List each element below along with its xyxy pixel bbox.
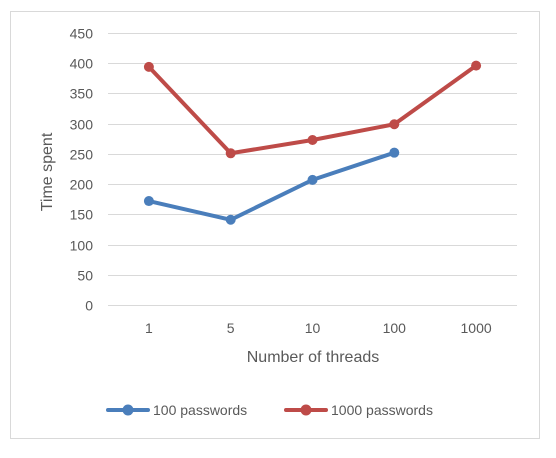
gridlines [108,33,517,306]
data-point [225,148,236,159]
y-tick-label: 150 [70,207,94,223]
legend-label: 1000 passwords [331,402,433,418]
data-point [143,196,154,207]
x-axis-tick-labels: 1 5 10 100 1000 [145,320,492,336]
y-tick-label: 400 [70,56,94,72]
y-tick-label: 50 [77,268,93,284]
y-tick-label: 100 [70,238,94,254]
x-tick-label: 5 [227,320,235,336]
data-point [143,61,154,72]
legend-label: 100 passwords [153,402,247,418]
data-point [307,174,318,185]
y-tick-label: 450 [70,26,94,42]
y-axis-title: Time spent [39,132,56,211]
data-point [471,60,482,71]
y-tick-label: 200 [70,177,94,193]
y-tick-label: 300 [70,117,94,133]
x-axis-title: Number of threads [247,349,380,366]
legend-swatch-marker [122,404,134,416]
data-point [307,134,318,145]
x-tick-label: 1 [145,320,153,336]
data-point [389,147,400,158]
x-tick-label: 10 [305,320,321,336]
x-tick-label: 1000 [461,320,492,336]
x-tick-label: 100 [383,320,407,336]
data-point [389,119,400,130]
data-point [225,214,236,225]
y-tick-label: 0 [85,298,93,314]
legend-swatch-marker [300,404,312,416]
y-tick-label: 350 [70,86,94,102]
y-axis-tick-labels: 0 50 100 150 200 250 300 350 400 450 [70,26,94,314]
series-lines [143,60,482,225]
legend: 100 passwords 1000 passwords [106,402,433,418]
y-tick-label: 250 [70,147,94,163]
series-line-1 [146,150,397,222]
